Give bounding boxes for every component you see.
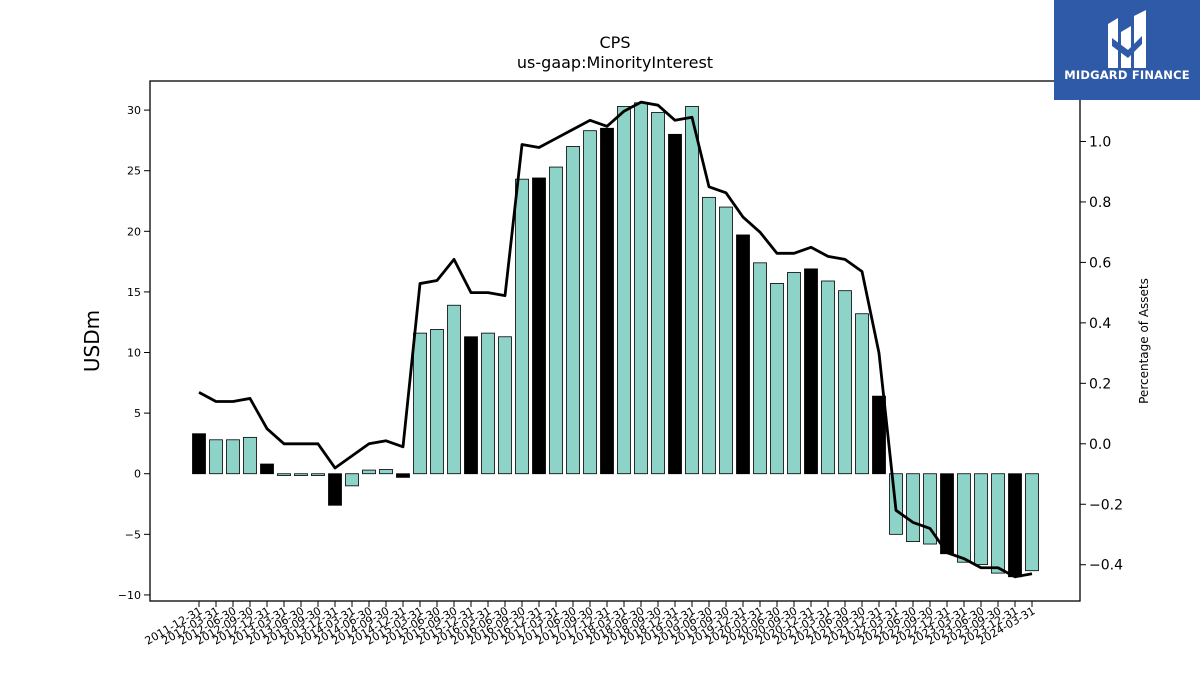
y-tick-label: 15 xyxy=(127,286,141,299)
bar-2024-03-31 xyxy=(1025,473,1039,572)
y-tick-label: −10 xyxy=(118,589,141,602)
bar-2018-12-31 xyxy=(668,133,682,475)
bar-2012-03-31 xyxy=(209,439,223,475)
y2-axis-label: Percentage of Assets xyxy=(1137,278,1151,404)
line-series xyxy=(198,100,1033,579)
chart-title: CPS xyxy=(600,33,631,52)
y-tick-label: 10 xyxy=(127,347,141,360)
bar-2022-12-31 xyxy=(940,473,954,555)
bar-2021-12-31 xyxy=(872,395,886,475)
y2-tick-label: 0.0 xyxy=(1089,437,1111,453)
bar-2016-12-31 xyxy=(532,177,546,475)
y2-tick-label: 0.6 xyxy=(1089,255,1111,271)
bar-2015-12-31 xyxy=(464,336,478,475)
bar-2020-03-31 xyxy=(753,262,767,475)
y2-tick-label: 1.0 xyxy=(1089,134,1111,150)
y-tick-label: 30 xyxy=(127,104,141,117)
y2-tick-label: 0.4 xyxy=(1089,316,1111,332)
chart-subtitle: us-gaap:MinorityInterest xyxy=(517,53,713,72)
bar-2019-09-30 xyxy=(719,206,733,475)
y2-tick-label: −0.4 xyxy=(1089,558,1123,574)
bar-2014-06-30 xyxy=(362,469,376,475)
bar-2016-06-30 xyxy=(498,336,512,475)
bar-2015-09-30 xyxy=(447,304,461,475)
bar-2013-09-30 xyxy=(311,473,325,476)
logo-mark-icon xyxy=(1108,10,1146,68)
bar-2015-06-30 xyxy=(430,329,444,475)
midgard-finance-logo: MIDGARD FINANCE xyxy=(1054,0,1200,100)
bar-2017-06-30 xyxy=(566,146,580,475)
bar-2021-09-30 xyxy=(855,313,869,475)
bar-2012-06-30 xyxy=(226,439,240,475)
percentage-line xyxy=(198,100,1033,579)
bar-series xyxy=(192,102,1039,578)
y2-tick-label: 0.2 xyxy=(1089,376,1111,392)
bar-2012-09-30 xyxy=(243,436,257,475)
bar-2012-12-31 xyxy=(260,463,274,475)
y-axis-right: −0.4 −0.2 0.0 0.2 0.4 0.6 0.8 1.0 xyxy=(1080,134,1123,574)
x-axis: 2011-12-312012-03-312012-06-302012-09-30… xyxy=(143,601,1038,648)
bar-2013-03-31 xyxy=(277,473,291,476)
bar-2014-03-31 xyxy=(345,473,359,487)
bar-2021-03-31 xyxy=(821,280,835,475)
bar-2018-06-30 xyxy=(634,102,648,475)
y-tick-label: 5 xyxy=(134,407,141,420)
y-tick-label: 20 xyxy=(127,225,141,238)
bar-2017-03-31 xyxy=(549,166,563,475)
bar-2017-12-31 xyxy=(600,127,614,475)
bar-2015-03-31 xyxy=(413,332,427,475)
bar-2018-09-30 xyxy=(651,112,665,475)
bar-2023-03-31 xyxy=(957,473,971,563)
y-tick-label: 0 xyxy=(134,468,141,481)
bar-2021-06-30 xyxy=(838,290,852,475)
y-tick-label: −5 xyxy=(125,528,141,541)
plot-frame xyxy=(149,80,1081,602)
bar-2020-06-30 xyxy=(770,283,784,475)
bar-2022-06-30 xyxy=(906,473,920,543)
bar-2023-09-30 xyxy=(991,473,1005,574)
bar-2016-09-30 xyxy=(515,178,529,475)
bar-2020-12-31 xyxy=(804,268,818,475)
bar-2017-09-30 xyxy=(583,130,597,475)
bar-2013-12-31 xyxy=(328,473,342,506)
bar-2019-03-31 xyxy=(685,106,699,475)
y-tick-label: 25 xyxy=(127,165,141,178)
bar-2011-12-31 xyxy=(192,433,206,475)
bar-2014-12-31 xyxy=(396,473,410,478)
bar-2018-03-31 xyxy=(617,106,631,475)
y-axis-left: −10 −5 0 5 10 15 20 25 30 xyxy=(118,104,150,602)
y-axis-label: USDm xyxy=(80,310,104,372)
bar-2014-09-30 xyxy=(379,469,393,475)
bar-2016-03-31 xyxy=(481,332,495,475)
y2-tick-label: −0.2 xyxy=(1089,497,1123,513)
bar-2019-12-31 xyxy=(736,234,750,475)
bar-2013-06-30 xyxy=(294,473,308,476)
y2-tick-label: 0.8 xyxy=(1089,195,1111,211)
bar-2023-06-30 xyxy=(974,473,988,566)
bar-2019-06-30 xyxy=(702,196,716,475)
bar-2023-12-31 xyxy=(1008,473,1022,578)
bar-2020-09-30 xyxy=(787,272,801,475)
logo-text: MIDGARD FINANCE xyxy=(1064,68,1190,82)
